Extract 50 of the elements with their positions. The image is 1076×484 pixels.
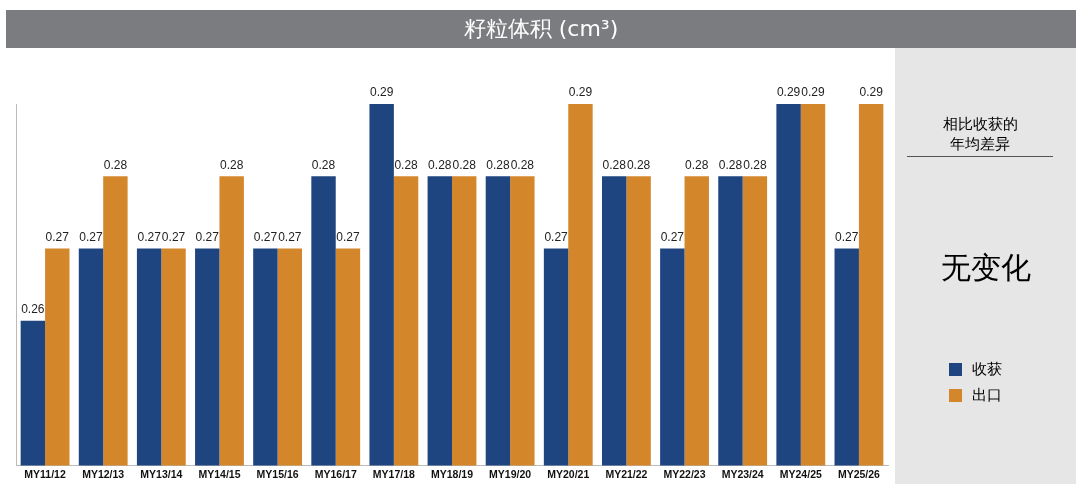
data-label: 0.28 <box>602 157 627 172</box>
x-tick-label: MY14/15 <box>198 467 241 480</box>
x-tick-label: MY23/24 <box>721 467 764 480</box>
x-tick-label: MY22/23 <box>663 467 706 480</box>
data-label: 0.27 <box>336 229 360 244</box>
data-label: 0.27 <box>660 229 685 244</box>
data-label: 0.28 <box>452 157 477 172</box>
data-label: 0.29 <box>568 85 593 100</box>
data-label: 0.28 <box>428 157 452 172</box>
text: 相比收获的年均差异 <box>941 114 1019 154</box>
x-tick-label: MY21/22 <box>605 467 648 480</box>
data-label: 0.27 <box>45 229 70 244</box>
data-label: 0.27 <box>161 229 186 244</box>
x-tick-label: MY20/21 <box>547 467 590 480</box>
x-tick-label: MY11/12 <box>24 467 66 480</box>
legend-label: 出口 <box>972 385 1002 405</box>
data-label: 0.29 <box>859 85 884 100</box>
data-label: 0.27 <box>253 229 278 244</box>
data-label: 0.27 <box>195 229 220 244</box>
x-tick-label: MY25/26 <box>837 467 881 480</box>
data-label: 0.28 <box>510 157 535 172</box>
data-label: 0.28 <box>311 157 336 172</box>
x-tick-label: MY16/17 <box>314 467 357 480</box>
data-label: 0.26 <box>21 302 45 317</box>
data-label: 0.29 <box>369 85 394 100</box>
data-label: 0.28 <box>486 157 510 172</box>
legend-label: 收获 <box>972 359 1002 379</box>
data-label: 0.28 <box>743 157 767 172</box>
x-tick-label: MY17/18 <box>372 467 416 480</box>
data-label: 0.27 <box>835 229 859 244</box>
x-tick-label: MY13/14 <box>140 467 183 480</box>
data-label: 0.27 <box>137 229 162 244</box>
x-tick-label: MY19/20 <box>489 467 532 480</box>
text: 无变化 <box>939 249 1032 287</box>
data-label: 0.27 <box>278 229 302 244</box>
x-tick-label: MY12/13 <box>82 467 125 480</box>
x-tick-label: MY24/25 <box>779 467 822 480</box>
data-label: 0.28 <box>685 157 709 172</box>
chart-title: 籽粒体积 (cm³) <box>6 10 1076 48</box>
data-label: 0.27 <box>544 229 569 244</box>
x-tick-label: MY18/19 <box>430 467 474 480</box>
data-label: 0.29 <box>776 85 801 100</box>
data-label: 0.28 <box>103 157 128 172</box>
data-label: 0.28 <box>394 157 419 172</box>
x-tick-label: MY15/16 <box>256 467 299 480</box>
data-label: 0.27 <box>79 229 103 244</box>
data-label: 0.28 <box>626 157 651 172</box>
data-label: 0.28 <box>219 157 244 172</box>
data-label: 0.28 <box>718 157 743 172</box>
data-label: 0.29 <box>801 85 826 100</box>
